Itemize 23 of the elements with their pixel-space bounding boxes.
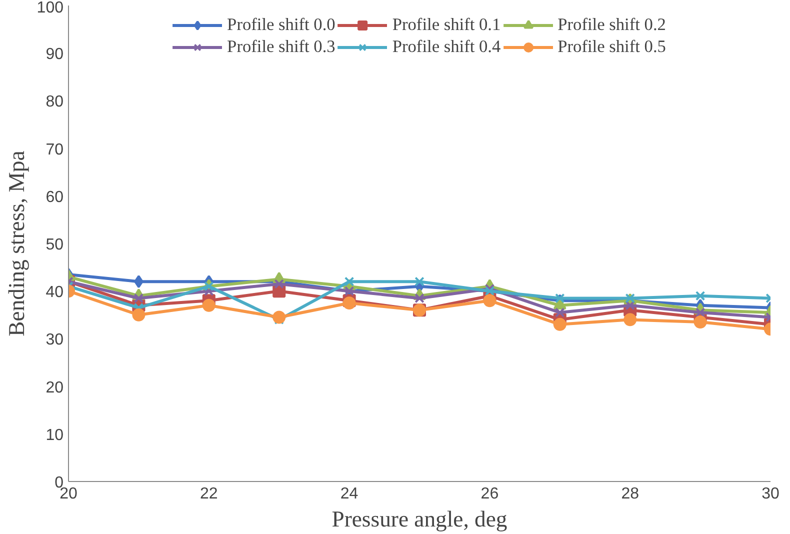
y-tick-label: 50	[46, 236, 64, 254]
y-tick-label: 90	[46, 46, 64, 64]
legend-label: Profile shift 0.1	[392, 15, 501, 35]
y-tick-label: 70	[46, 141, 64, 158]
x-axis-title: Pressure angle, deg	[332, 506, 508, 532]
y-axis-title: Bending stress, Mpa	[4, 150, 29, 336]
x-tick-label: 22	[200, 486, 218, 502]
x-tick-label: 28	[621, 486, 640, 502]
legend-label: Profile shift 0.3	[227, 37, 336, 57]
legend-label: Profile shift 0.0	[227, 15, 336, 35]
x-tick-label: 30	[762, 486, 780, 502]
y-tick-label: 40	[46, 284, 64, 302]
y-tick-label: 30	[46, 332, 64, 349]
legend-label: Profile shift 0.5	[558, 37, 666, 57]
y-tick-label: 20	[46, 379, 64, 396]
y-tick-label: 10	[46, 426, 64, 444]
legend-label: Profile shift 0.4	[392, 37, 501, 57]
x-tick-label: 26	[480, 486, 499, 502]
y-tick-label: 60	[46, 188, 64, 206]
y-tick-label: 80	[46, 94, 64, 111]
legend-label: Profile shift 0.2	[558, 15, 666, 35]
y-tick-label: 100	[36, 0, 64, 16]
x-tick-label: 24	[340, 486, 358, 502]
